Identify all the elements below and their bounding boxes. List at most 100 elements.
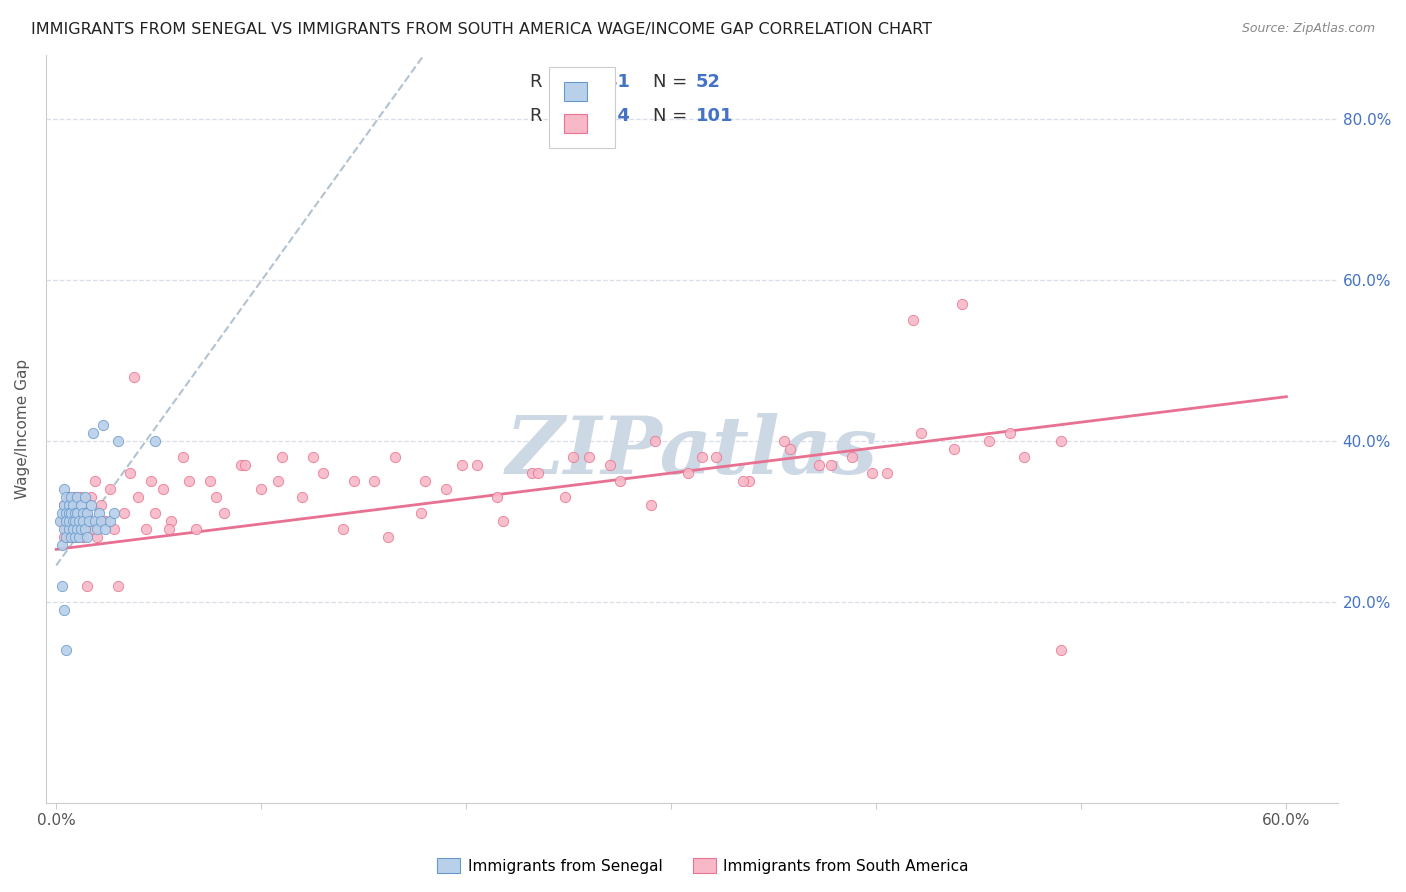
Point [72, 530, 94, 544]
Point [143, 506, 166, 520]
Point [62, 498, 84, 512]
Point [72, 514, 94, 528]
Point [644, 434, 666, 448]
Point [676, 466, 699, 480]
Point [820, 458, 842, 472]
Point [53, 498, 76, 512]
Point [107, 434, 129, 448]
Point [62, 514, 84, 528]
Point [62, 530, 84, 544]
Point [67, 514, 90, 528]
Point [413, 474, 436, 488]
Point [58, 498, 80, 512]
Point [738, 474, 761, 488]
Text: N =: N = [652, 107, 693, 125]
Point [233, 458, 256, 472]
Point [731, 474, 754, 488]
Point [98, 482, 121, 496]
Point [205, 490, 228, 504]
Point [112, 506, 135, 520]
Point [66, 522, 89, 536]
Legend: , : , [548, 67, 616, 148]
Text: IMMIGRANTS FROM SENEGAL VS IMMIGRANTS FROM SOUTH AMERICA WAGE/INCOME GAP CORRELA: IMMIGRANTS FROM SENEGAL VS IMMIGRANTS FR… [31, 22, 932, 37]
Point [94, 522, 117, 536]
Point [86, 522, 108, 536]
Point [72, 506, 94, 520]
Point [84, 514, 107, 528]
Text: 0.454: 0.454 [574, 107, 630, 125]
Point [76, 578, 98, 592]
Point [59, 506, 82, 520]
Y-axis label: Wage/Income Gap: Wage/Income Gap [15, 359, 30, 499]
Text: N =: N = [652, 72, 693, 90]
Point [62, 506, 84, 520]
Text: R =: R = [530, 72, 569, 90]
Point [434, 482, 457, 496]
Point [1012, 450, 1035, 464]
Point [86, 530, 108, 544]
Point [184, 522, 207, 536]
Point [118, 466, 141, 480]
Point [98, 514, 121, 528]
Point [49, 514, 72, 528]
Point [63, 530, 86, 544]
Point [67, 506, 90, 520]
Text: ZIPatlas: ZIPatlas [506, 412, 877, 490]
Point [66, 490, 89, 504]
Point [63, 522, 86, 536]
Point [53, 522, 76, 536]
Point [55, 514, 77, 528]
Point [66, 514, 89, 528]
Point [876, 466, 898, 480]
Point [58, 514, 80, 528]
Point [706, 450, 728, 464]
Point [143, 434, 166, 448]
Point [84, 474, 107, 488]
Point [773, 434, 796, 448]
Point [363, 474, 385, 488]
Point [66, 506, 89, 520]
Point [94, 514, 117, 528]
Point [51, 506, 73, 520]
Point [73, 522, 96, 536]
Point [69, 514, 91, 528]
Point [63, 506, 86, 520]
Point [55, 522, 77, 536]
Point [55, 506, 77, 520]
Point [55, 514, 77, 528]
Point [103, 522, 125, 536]
Point [910, 425, 932, 440]
Point [690, 450, 713, 464]
Text: 101: 101 [696, 107, 733, 125]
Point [198, 474, 221, 488]
Point [107, 578, 129, 592]
Point [69, 490, 91, 504]
Point [779, 442, 801, 456]
Point [73, 490, 96, 504]
Point [89, 506, 111, 520]
Point [69, 498, 91, 512]
Point [157, 522, 180, 536]
Point [411, 506, 433, 520]
Point [59, 490, 82, 504]
Legend: Immigrants from Senegal, Immigrants from South America: Immigrants from Senegal, Immigrants from… [430, 852, 976, 880]
Point [561, 450, 583, 464]
Point [77, 514, 100, 528]
Point [90, 498, 112, 512]
Point [82, 522, 104, 536]
Point [67, 522, 90, 536]
Point [62, 514, 84, 528]
Text: R =: R = [530, 107, 569, 125]
Point [73, 506, 96, 520]
Point [807, 458, 830, 472]
Text: 0.341: 0.341 [574, 72, 630, 90]
Point [127, 490, 149, 504]
Point [451, 458, 474, 472]
Point [1050, 643, 1073, 657]
Point [59, 530, 82, 544]
Point [841, 450, 863, 464]
Point [250, 482, 273, 496]
Point [527, 466, 550, 480]
Point [1050, 434, 1073, 448]
Point [66, 530, 89, 544]
